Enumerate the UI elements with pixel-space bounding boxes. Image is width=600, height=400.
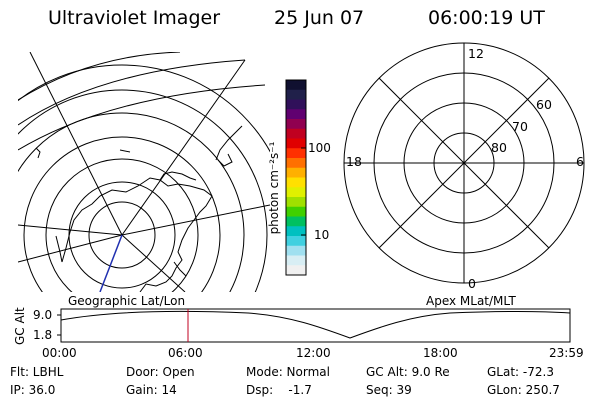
altitude-curve: [60, 310, 571, 339]
coastline: [35, 125, 243, 292]
colorbar-segment: [286, 119, 306, 130]
timeline-xtick-1200: 12:00: [296, 346, 331, 360]
timeline-xtick-2359: 23:59: [549, 346, 584, 360]
blue-track-line: [99, 234, 123, 292]
colorbar-segment: [286, 197, 306, 208]
latitude-circles: [18, 64, 270, 292]
colorbar-segment: [286, 148, 306, 159]
colorbar-segment: [286, 138, 306, 149]
geographic-panel-label: Geographic Lat/Lon: [68, 294, 186, 308]
meridian-lines: [18, 52, 270, 292]
colorbar-tick-100: 100: [308, 141, 331, 155]
outer-arcs: [18, 52, 266, 151]
mlt-label-18: 18: [346, 154, 362, 169]
glat-info: GLat: -72.3: [487, 365, 554, 379]
lat-label-70: 70: [512, 119, 528, 134]
diagonal-line-b: [378, 77, 550, 249]
mlt-label-0: 0: [468, 276, 476, 291]
colorbar-segment: [286, 216, 306, 227]
ip-info: IP: 36.0: [10, 383, 56, 397]
colorbar-segment: [286, 226, 306, 237]
colorbar-segment: [286, 158, 306, 169]
apex-panel-label: Apex MLat/MLT: [426, 294, 516, 308]
colorbar-segment: [286, 89, 306, 100]
colorbar-segment: [286, 167, 306, 178]
timeline-xtick-1800: 18:00: [423, 346, 458, 360]
mode-info: Mode: Normal: [246, 365, 330, 379]
filter-info: Flt: LBHL: [10, 365, 64, 379]
glon-info: GLon: 250.7: [487, 383, 560, 397]
colorbar-segment: [286, 177, 306, 188]
timeline-ytick-label-1.8: 1.8: [33, 328, 53, 342]
timeline-xtick-0000: 00:00: [42, 346, 77, 360]
gc-alt-info: GC Alt: 9.0 Re: [366, 365, 450, 379]
colorbar-tick-10: 10: [314, 228, 330, 242]
mlt-label-6: 6: [576, 154, 584, 169]
lat-label-80: 80: [491, 140, 507, 155]
colorbar-segment: [286, 245, 306, 256]
lat-label-60: 60: [536, 97, 552, 112]
colorbar-segment: [286, 80, 306, 91]
colorbar-segment: [286, 265, 306, 276]
colorbar-segment: [286, 255, 306, 266]
dsp-info: Dsp: -1.7: [246, 383, 312, 397]
mlt-label-12: 12: [468, 46, 484, 61]
instrument-title: Ultraviolet Imager: [48, 7, 221, 29]
gain-info: Gain: 14: [126, 383, 177, 397]
timeline-xtick-0600: 06:00: [168, 346, 203, 360]
seq-info: Seq: 39: [366, 383, 412, 397]
colorbar-segment: [286, 236, 306, 247]
colorbar-segment: [286, 187, 306, 198]
date-label: 25 Jun 07: [274, 7, 365, 29]
colorbar-frame: [285, 79, 307, 276]
timeline-frame: [60, 308, 571, 343]
timeline-y-label: GC Alt: [13, 307, 27, 345]
colorbar-segment: [286, 128, 306, 139]
door-info: Door: Open: [126, 365, 195, 379]
colorbar-segment: [286, 109, 306, 120]
time-label: 06:00:19 UT: [428, 7, 545, 29]
colorbar-segment: [286, 206, 306, 217]
colorbar-segment: [286, 99, 306, 110]
timeline-ytick-label-9: 9.0: [33, 308, 53, 322]
